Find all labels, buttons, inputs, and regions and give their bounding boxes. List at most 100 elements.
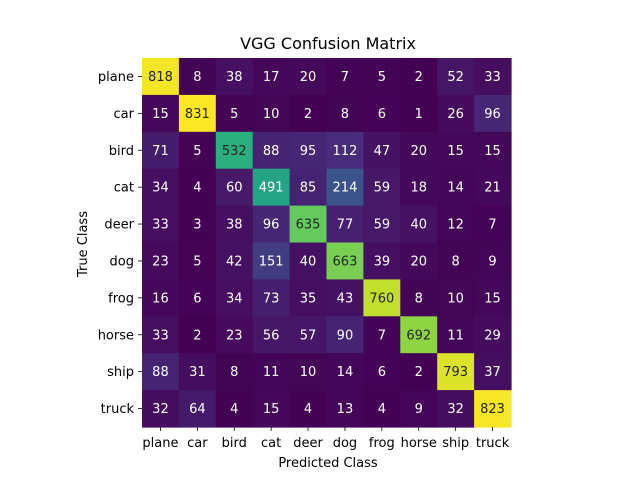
heatmap-cell [289, 131, 328, 170]
y-tick-label: car [114, 107, 135, 122]
heatmap-cell [437, 168, 475, 207]
cell-value-label: 1 [415, 107, 423, 122]
heatmap-cell [474, 242, 512, 280]
heatmap-cell [326, 168, 364, 207]
heatmap-cell [215, 242, 254, 280]
heatmap-cell [215, 316, 254, 354]
cell-value-label: 35 [300, 291, 317, 306]
cell-value-label: 11 [263, 365, 280, 380]
cell-value-label: 20 [410, 254, 427, 269]
cell-value-label: 40 [300, 254, 317, 269]
cell-value-label: 7 [378, 328, 386, 343]
heatmap-cell [252, 390, 291, 428]
cell-value-label: 96 [484, 107, 501, 122]
cell-value-label: 21 [484, 181, 501, 196]
x-tick-labels: plane car bird cat deer dog frog horse ship truck [142, 427, 510, 451]
heatmap-cell [363, 131, 401, 170]
cell-value-label: 6 [378, 107, 386, 122]
heatmap-cell [289, 353, 328, 391]
cell-value-label: 64 [189, 402, 206, 417]
heatmap-cell [363, 390, 401, 428]
cell-value-label: 823 [480, 402, 505, 417]
cell-value-label: 14 [337, 365, 354, 380]
cell-value-label: 10 [300, 365, 317, 380]
cell-value-label: 8 [193, 70, 201, 85]
cell-value-label: 43 [337, 291, 354, 306]
heatmap-cell [142, 316, 180, 354]
heatmap-cell [142, 58, 180, 96]
heatmap-cell [326, 242, 364, 280]
cell-value-label: 8 [341, 107, 349, 122]
heatmap-cell [142, 131, 180, 170]
cell-value-label: 15 [263, 402, 280, 417]
cell-value-label: 532 [222, 144, 247, 159]
cell-value-label: 10 [447, 291, 464, 306]
heatmap-cell [400, 390, 438, 428]
heatmap-cell [400, 94, 438, 133]
heatmap-cell [289, 205, 328, 244]
cell-value-label: 491 [259, 181, 284, 196]
y-tick-label: truck [101, 402, 135, 417]
heatmap-cell [437, 242, 475, 280]
x-tick-label: ship [442, 436, 469, 451]
heatmap-cell [474, 131, 512, 170]
x-tick-label: truck [476, 436, 510, 451]
cell-value-label: 56 [263, 328, 280, 343]
heatmap-cell [437, 353, 475, 391]
y-tick-labels: plane car bird cat deer dog frog horse ship truck [98, 70, 142, 417]
heatmap-cell [474, 168, 512, 207]
cell-value-label: 40 [410, 218, 427, 233]
heatmap-cell [178, 316, 217, 354]
cell-value-label: 4 [193, 181, 201, 196]
heatmap-cell [437, 205, 475, 244]
cell-value-label: 85 [300, 181, 317, 196]
cell-value-label: 5 [193, 254, 201, 269]
cell-value-label: 2 [415, 70, 423, 85]
x-tick-label: plane [142, 436, 178, 451]
y-tick-label: plane [98, 70, 134, 85]
cell-value-label: 42 [226, 254, 243, 269]
heatmap-cell [474, 390, 512, 428]
cell-value-label: 47 [374, 144, 391, 159]
cell-value-label: 13 [337, 402, 354, 417]
heatmap-cell [326, 131, 364, 170]
heatmap-cell [142, 94, 180, 133]
heatmap-cell [215, 94, 254, 133]
heatmap-cell [400, 58, 438, 96]
heatmap-cell [178, 242, 217, 280]
cell-value-label: 77 [337, 218, 354, 233]
heatmap-cell [326, 316, 364, 354]
heatmap-cell [400, 131, 438, 170]
cell-value-label: 34 [226, 291, 243, 306]
heatmap-cell [437, 316, 475, 354]
cell-value-label: 17 [263, 70, 280, 85]
heatmap-cell [215, 168, 254, 207]
y-axis-label: True Class [76, 211, 91, 278]
heatmap-cell [400, 205, 438, 244]
x-tick-label: deer [293, 436, 323, 451]
cell-value-label: 57 [300, 328, 317, 343]
cell-value-label: 95 [300, 144, 317, 159]
cell-value-label: 18 [410, 181, 427, 196]
cell-value-label: 4 [378, 402, 386, 417]
y-tick-label: frog [108, 291, 134, 306]
heatmap-cell [178, 168, 217, 207]
cell-value-label: 37 [484, 365, 501, 380]
cell-value-label: 8 [415, 291, 423, 306]
x-tick-label: dog [333, 436, 357, 451]
x-tick-label: horse [401, 436, 437, 451]
cell-value-label: 59 [374, 218, 391, 233]
cell-value-label: 7 [341, 70, 349, 85]
cell-value-label: 760 [369, 291, 394, 306]
cell-value-label: 9 [488, 254, 496, 269]
heatmap-cell [178, 94, 217, 133]
heatmap-cell [326, 353, 364, 391]
heatmap-cell [474, 94, 512, 133]
heatmap-cell [363, 316, 401, 354]
heatmap-cell [178, 58, 217, 96]
x-tick-label: cat [261, 436, 281, 451]
heatmap-cell [326, 279, 364, 317]
heatmap-cell [289, 94, 328, 133]
